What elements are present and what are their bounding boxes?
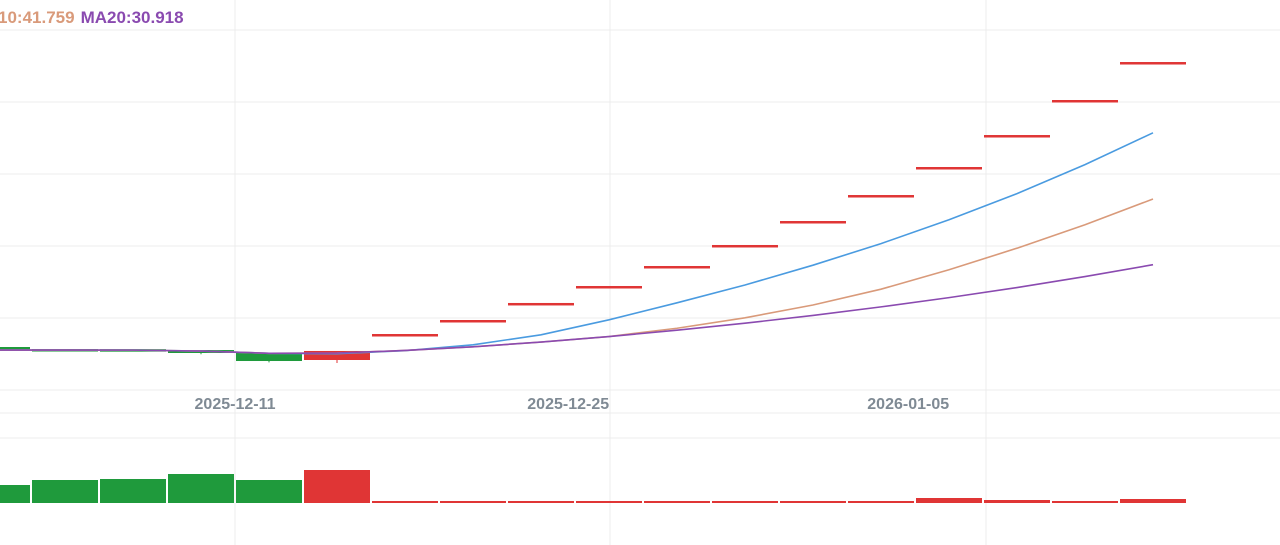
volume-bar	[440, 501, 506, 503]
candle-body	[984, 135, 1050, 138]
volume-bar	[372, 501, 438, 503]
volume-bar	[304, 470, 370, 503]
candle-body	[644, 265, 710, 269]
ma20-value: MA20:30.918	[80, 8, 184, 27]
volume-bars	[0, 470, 1186, 503]
candle-body	[848, 195, 914, 198]
volume-bar	[644, 501, 710, 503]
volume-bar	[712, 501, 778, 503]
x-tick-label: 2025-12-25	[527, 396, 609, 413]
volume-bar	[916, 498, 982, 503]
volume-bar	[236, 480, 302, 503]
x-tick-label: 2026-01-05	[867, 396, 949, 413]
ma10-value: 10:41.759	[0, 8, 75, 27]
volume-bar	[984, 500, 1050, 503]
volume-bar	[576, 501, 642, 503]
volume-bar	[0, 485, 30, 503]
candle-body	[1052, 100, 1118, 103]
candle-body	[508, 302, 574, 306]
volume-bar	[100, 479, 166, 503]
candle-body	[304, 350, 370, 360]
candle-body	[236, 352, 302, 362]
x-tick-label: 2025-12-11	[195, 396, 276, 413]
ma-lines	[0, 132, 1154, 355]
candle-body	[780, 221, 846, 224]
volume-bar	[1052, 501, 1118, 503]
volume-bar	[508, 501, 574, 503]
candle-body	[372, 334, 438, 337]
x-axis-labels: 2025-12-11 2025-12-25 2026-01-05	[195, 396, 950, 413]
ma5-line	[0, 132, 1154, 355]
volume-bar	[780, 501, 846, 503]
candle-body	[1120, 62, 1186, 65]
volume-bar	[32, 480, 98, 503]
volume-bar	[168, 474, 234, 503]
volume-bar	[848, 501, 914, 503]
candle-body	[576, 285, 642, 289]
candle-body	[440, 320, 506, 323]
ma-legend: 10:41.759 MA20:30.918	[0, 8, 190, 28]
candle-body	[0, 347, 30, 350]
candle-body	[916, 167, 982, 170]
volume-bar	[1120, 499, 1186, 503]
ma10-line	[0, 198, 1154, 355]
ma20-line	[0, 263, 1154, 355]
candle-body	[712, 244, 778, 248]
